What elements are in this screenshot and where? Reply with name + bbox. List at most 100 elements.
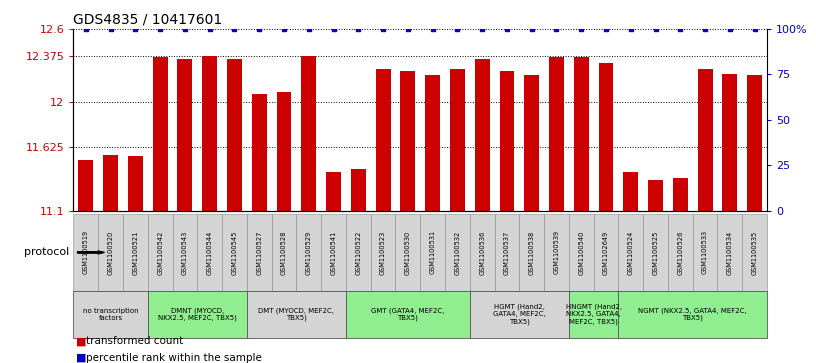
Bar — [524, 75, 539, 211]
Text: GSM1102649: GSM1102649 — [603, 230, 609, 274]
Bar — [222, 214, 246, 291]
Text: GSM1100540: GSM1100540 — [579, 230, 584, 275]
Bar — [375, 69, 391, 211]
Text: protocol: protocol — [24, 248, 69, 257]
Text: DMNT (MYOCD,
NKX2.5, MEF2C, TBX5): DMNT (MYOCD, NKX2.5, MEF2C, TBX5) — [157, 307, 237, 321]
Bar — [420, 214, 445, 291]
Bar — [425, 75, 440, 211]
Text: GMT (GATA4, MEF2C,
TBX5): GMT (GATA4, MEF2C, TBX5) — [371, 307, 445, 321]
Bar — [351, 170, 366, 211]
Bar — [73, 291, 148, 338]
Bar — [623, 172, 638, 211]
Text: GSM1100539: GSM1100539 — [553, 231, 560, 274]
Bar — [544, 214, 569, 291]
Text: DMT (MYOCD, MEF2C,
TBX5): DMT (MYOCD, MEF2C, TBX5) — [259, 307, 335, 321]
Bar — [693, 214, 717, 291]
Bar — [148, 291, 246, 338]
Bar — [619, 214, 643, 291]
Bar — [98, 214, 123, 291]
Bar — [722, 74, 738, 211]
Text: percentile rank within the sample: percentile rank within the sample — [86, 352, 262, 363]
Bar — [743, 214, 767, 291]
Text: GSM1100545: GSM1100545 — [232, 230, 237, 275]
Text: GSM1100521: GSM1100521 — [132, 230, 139, 274]
Bar — [643, 214, 668, 291]
Text: GSM1100523: GSM1100523 — [380, 230, 386, 274]
Text: GSM1100533: GSM1100533 — [702, 231, 708, 274]
Bar — [301, 56, 316, 211]
Bar — [153, 57, 167, 211]
Bar — [549, 57, 564, 211]
Bar — [396, 214, 420, 291]
Text: GSM1100534: GSM1100534 — [727, 230, 733, 274]
Text: GSM1100528: GSM1100528 — [281, 230, 287, 275]
Bar — [698, 69, 712, 211]
Bar — [123, 214, 148, 291]
Bar — [619, 291, 767, 338]
Text: GSM1100543: GSM1100543 — [182, 230, 188, 274]
Bar — [202, 56, 217, 211]
Bar — [599, 63, 614, 211]
Bar — [593, 214, 619, 291]
Bar — [470, 291, 569, 338]
Bar — [673, 178, 688, 211]
Bar — [648, 180, 663, 211]
Text: GSM1100532: GSM1100532 — [455, 230, 460, 274]
Bar — [78, 160, 93, 211]
Text: GSM1100525: GSM1100525 — [653, 230, 659, 275]
Bar — [401, 72, 415, 211]
Text: transformed count: transformed count — [86, 336, 183, 346]
Bar — [246, 214, 272, 291]
Bar — [574, 57, 588, 211]
Bar — [346, 214, 370, 291]
Bar — [445, 214, 470, 291]
Bar — [346, 291, 470, 338]
Bar — [499, 72, 514, 211]
Bar — [128, 156, 143, 211]
Bar — [326, 172, 341, 211]
Bar — [252, 94, 267, 211]
Bar — [197, 214, 222, 291]
Text: GSM1100535: GSM1100535 — [752, 230, 757, 274]
Text: GDS4835 / 10417601: GDS4835 / 10417601 — [73, 12, 223, 26]
Bar — [172, 214, 197, 291]
Text: GSM1100519: GSM1100519 — [83, 231, 89, 274]
Text: GSM1100541: GSM1100541 — [330, 230, 336, 274]
Text: HNGMT (Hand2,
NKX2.5, GATA4,
MEF2C, TBX5): HNGMT (Hand2, NKX2.5, GATA4, MEF2C, TBX5… — [565, 303, 622, 325]
Text: GSM1100527: GSM1100527 — [256, 230, 262, 275]
Bar — [747, 75, 762, 211]
Text: GSM1100530: GSM1100530 — [405, 230, 410, 274]
Text: GSM1100544: GSM1100544 — [206, 230, 213, 275]
Bar — [668, 214, 693, 291]
Text: GSM1100531: GSM1100531 — [430, 231, 436, 274]
Text: GSM1100529: GSM1100529 — [306, 230, 312, 274]
Text: GSM1100536: GSM1100536 — [479, 230, 486, 274]
Bar — [450, 69, 465, 211]
Text: GSM1100524: GSM1100524 — [628, 230, 634, 275]
Bar — [494, 214, 519, 291]
Text: GSM1100538: GSM1100538 — [529, 230, 534, 274]
Text: HGMT (Hand2,
GATA4, MEF2C,
TBX5): HGMT (Hand2, GATA4, MEF2C, TBX5) — [493, 303, 546, 325]
Bar — [272, 214, 296, 291]
Bar — [227, 59, 242, 211]
Bar — [470, 214, 494, 291]
Bar — [322, 214, 346, 291]
Bar — [717, 214, 743, 291]
Text: ■: ■ — [76, 352, 86, 363]
Bar — [569, 291, 619, 338]
Bar — [475, 59, 490, 211]
Bar — [103, 155, 118, 211]
Bar — [177, 59, 193, 211]
Bar — [519, 214, 544, 291]
Bar — [569, 214, 593, 291]
Bar — [148, 214, 172, 291]
Bar — [73, 214, 98, 291]
Text: GSM1100522: GSM1100522 — [355, 230, 361, 275]
Text: GSM1100526: GSM1100526 — [677, 230, 683, 275]
Text: no transcription
factors: no transcription factors — [82, 307, 139, 321]
Text: GSM1100542: GSM1100542 — [157, 230, 163, 275]
Text: ■: ■ — [76, 336, 86, 346]
Bar — [296, 214, 322, 291]
Text: NGMT (NKX2.5, GATA4, MEF2C,
TBX5): NGMT (NKX2.5, GATA4, MEF2C, TBX5) — [638, 307, 747, 321]
Text: GSM1100520: GSM1100520 — [108, 230, 113, 275]
